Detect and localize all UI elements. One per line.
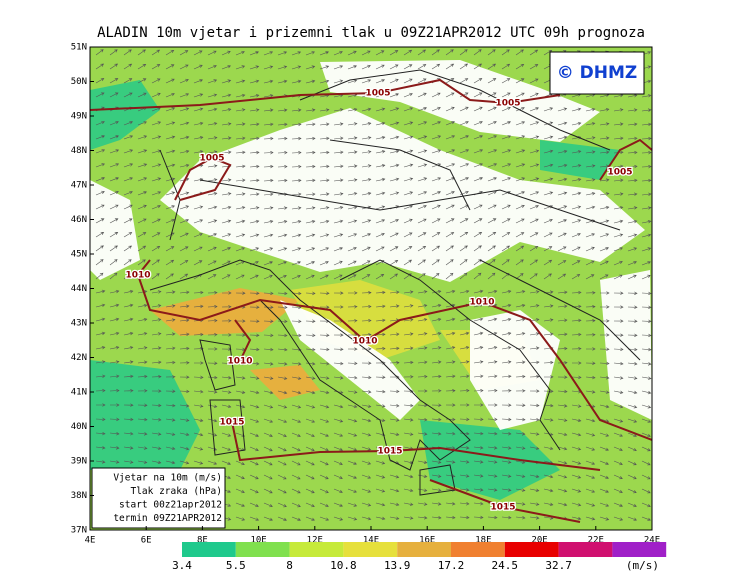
isobar-label: 1005 [607,168,632,178]
colorbar-box [182,542,236,557]
lat-label: 39N [71,457,87,467]
colorbar-label: 10.8 [330,559,357,572]
info-line: Vjetar na 10m (m/s) [113,473,222,484]
lon-label: 16E [419,536,435,546]
info-box [91,467,226,529]
colorbar-box [235,542,290,557]
lat-label: 51N [71,43,87,53]
info-line: Tlak zraka (hPa) [130,486,222,497]
lat-label: 42N [71,353,87,363]
lat-label: 37N [71,526,87,536]
lat-label: 40N [71,422,87,432]
isobar-label: 1015 [219,418,244,428]
isobar-label: 1015 [490,503,515,513]
colorbar-label: 3.4 [172,559,192,572]
colorbar-label: 5.5 [226,559,246,572]
lon-label: 18E [475,536,491,546]
colorbar-box [343,542,398,557]
colorbar-label: 17.2 [438,559,465,572]
lat-label: 45N [71,250,87,260]
isobar-label: 1005 [495,99,520,109]
colorbar-box [451,542,505,557]
colorbar-box [558,542,613,557]
isobar-label: 1010 [125,271,150,281]
isobar-label: 1005 [199,154,224,164]
colorbar-label: 8 [286,559,293,572]
lat-label: 47N [71,181,87,191]
lat-label: 41N [71,388,87,398]
isobar-label: 1010 [227,357,252,367]
lon-label: 20E [531,536,547,546]
colorbar-label: 24.5 [492,559,519,572]
lon-label: 10E [250,536,266,546]
labels: 51N 50N 49N 48N 47N 46N 45N 44N 43N 42N 41N 40N 39N 3… [71,43,667,572]
lon-label: 8E [197,536,208,546]
info-line: start 00z21apr2012 [119,500,222,511]
colorbar-box [397,542,451,557]
lat-label: 43N [71,319,87,329]
colorbar-unit: (m/s) [626,559,659,572]
wind-field [90,80,620,500]
map-area [90,47,652,530]
isobar-label: 1015 [377,447,402,457]
colorbar-box [504,542,559,557]
colorbar-box [612,542,667,557]
lat-label: 49N [71,112,87,122]
map-title: ALADIN 10m vjetar i prizemni tlak u 09Z2… [97,25,645,41]
lon-label: 4E [85,536,96,546]
info-line: termin 09Z21APR2012 [113,513,222,524]
isobar-label: 1005 [365,89,390,99]
lon-label: 6E [141,536,152,546]
colorbar-label: 32.7 [545,559,572,572]
copyright: © DHMZ [557,63,638,83]
lon-label: 22E [588,536,604,546]
lat-label: 50N [71,77,87,87]
wind-field [150,288,320,400]
colorbar-label: 13.9 [384,559,411,572]
isobar-label: 1010 [352,337,377,347]
colorbar-box [289,542,344,557]
lat-label: 44N [71,284,87,294]
logo-box [549,51,645,95]
lon-label: 24E [644,536,660,546]
lat-label: 46N [71,215,87,225]
lat-label: 38N [71,491,87,501]
lat-label: 48N [71,146,87,156]
lon-label: 12E [307,536,323,546]
lon-label: 14E [363,536,379,546]
isobar-label: 1010 [469,298,494,308]
